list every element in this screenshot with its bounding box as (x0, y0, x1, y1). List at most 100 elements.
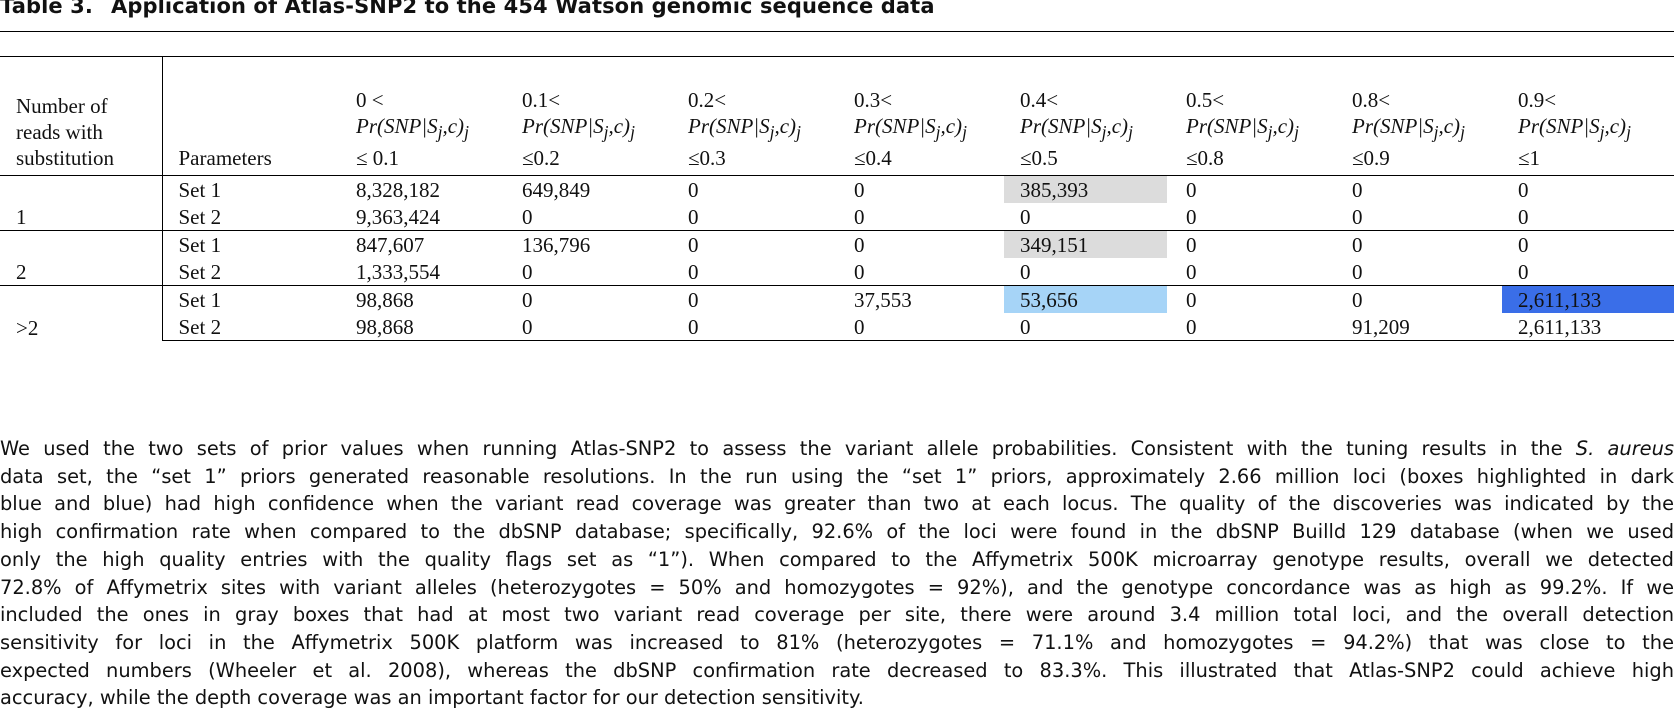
table-cell: 0 (672, 285, 838, 313)
cell-value: 0 (1518, 233, 1529, 257)
column-gap (1333, 258, 1336, 285)
parameter-set-label: Set 1 (161, 285, 340, 313)
column-gap (1167, 258, 1170, 285)
cell-value: 0 (1186, 288, 1197, 312)
column-gap (669, 176, 672, 203)
table-number: Table 3. (0, 0, 93, 18)
column-gap (835, 258, 838, 285)
expr-main: Pr(SNP|S (356, 113, 438, 138)
expr-main: Pr(SNP|S (1020, 113, 1102, 138)
table-cell: 847,607 (340, 230, 506, 258)
cell-value: 0 (1352, 288, 1363, 312)
table-cell: 0 (1170, 313, 1336, 341)
parameter-set-label: Set 1 (161, 175, 340, 203)
column-gap (1499, 286, 1502, 313)
paragraph-line: We used the two sets of prior values whe… (0, 435, 1674, 463)
cell-value: 0 (854, 233, 865, 257)
column-gap (1333, 313, 1336, 340)
column-gap (835, 231, 838, 258)
column-gap (503, 231, 506, 258)
range-lower: 0.5< (1186, 87, 1225, 112)
table-cell: 91,209 (1336, 313, 1502, 341)
expr-mid: ,c) (608, 113, 631, 138)
column-gap (503, 313, 506, 340)
cell-value: 0 (1352, 233, 1363, 257)
expr-main: Pr(SNP|S (522, 113, 604, 138)
column-gap (1001, 258, 1004, 285)
cell-value: 0 (854, 205, 865, 229)
cell-value: 0 (1186, 178, 1197, 202)
range-upper: ≤0.5 (1020, 146, 1058, 170)
table-cell: 0 (506, 203, 672, 231)
table-cell: 0 (672, 313, 838, 341)
cell-value: 0 (1518, 205, 1529, 229)
table-cell: 0 (1170, 230, 1336, 258)
expr-sub-2: j (796, 122, 801, 142)
paragraph-line: only the high quality entries with the q… (0, 546, 1674, 574)
expr-main: Pr(SNP|S (1352, 113, 1434, 138)
range-expression: Pr(SNP|Sj,c)j (854, 113, 998, 145)
range-lower: 0.1< (522, 87, 561, 112)
table-cell: 0 (1004, 258, 1170, 286)
expr-sub-2: j (464, 122, 469, 142)
results-table: Number of reads with substitution Parame… (0, 56, 1674, 341)
cell-value: 0 (522, 205, 533, 229)
table-cell: 0 (838, 175, 1004, 203)
expr-sub-1: j (1101, 122, 1107, 142)
cell-value: 37,553 (854, 288, 912, 312)
column-gap (1499, 258, 1502, 285)
paragraph-line: included the ones in gray boxes that had… (0, 601, 1674, 629)
table-cell: 0 (1004, 203, 1170, 231)
paragraph-line: 72.8% of Affymetrix sites with variant a… (0, 574, 1674, 602)
cell-value: 0 (688, 233, 699, 257)
column-gap (835, 313, 838, 340)
range-upper: ≤0.9 (1352, 146, 1390, 170)
column-gap (1001, 203, 1004, 230)
table-cell: 0 (672, 175, 838, 203)
expr-main: Pr(SNP|S (1186, 113, 1268, 138)
column-gap (503, 286, 506, 313)
table-cell: 0 (1336, 285, 1502, 313)
range-lower: 0.8< (1352, 87, 1391, 112)
expr-sub-2: j (630, 122, 635, 142)
cell-value: 385,393 (1020, 178, 1089, 202)
expr-sub-2: j (1294, 122, 1299, 142)
cell-value: 0 (1352, 205, 1363, 229)
table-cell: 0 (1336, 258, 1502, 286)
column-gap (1499, 231, 1502, 258)
header-line-3: substitution (16, 146, 115, 170)
paragraph-text: sensitivity for loci in the Affymetrix 5… (0, 630, 1674, 654)
range-lower: 0.2< (688, 87, 727, 112)
expr-sub-1: j (1433, 122, 1439, 142)
table-cell: 0 (1502, 175, 1674, 203)
table-title: Application of Atlas-SNP2 to the 454 Wat… (110, 0, 935, 18)
column-gap (1001, 313, 1004, 340)
cell-value: 9,363,424 (356, 205, 440, 229)
table-cell: 0 (1004, 313, 1170, 341)
paragraph-text: accuracy, while the depth coverage was a… (0, 686, 864, 710)
expr-mid: ,c) (1106, 113, 1129, 138)
paragraph-text: high confirmation rate when compared to … (0, 520, 1674, 544)
cell-value: 0 (1352, 260, 1363, 284)
column-gap (669, 258, 672, 285)
expr-main: Pr(SNP|S (688, 113, 770, 138)
cell-value: 0 (854, 260, 865, 284)
header-parameters: Parameters (161, 56, 340, 176)
column-gap (1499, 313, 1502, 340)
column-gap (669, 231, 672, 258)
table-cell: 0 (1170, 258, 1336, 286)
column-gap (503, 176, 506, 203)
cell-value: 136,796 (522, 233, 591, 257)
table-cell: 37,553 (838, 285, 1004, 313)
header-probability-range-5: 0.4< Pr(SNP|Sj,c)j ≤0.5 (1004, 56, 1170, 176)
body-paragraph: We used the two sets of prior values whe… (0, 435, 1674, 712)
table-cell-highlighted-blue: 53,656 (1004, 285, 1170, 313)
table-cell: 0 (1336, 230, 1502, 258)
range-expression: Pr(SNP|Sj,c)j (688, 113, 832, 145)
cell-value: 0 (688, 288, 699, 312)
cell-value: 0 (522, 315, 533, 339)
range-expression: Pr(SNP|Sj,c)j (522, 113, 666, 145)
header-probability-range-2: 0.1< Pr(SNP|Sj,c)j ≤0.2 (506, 56, 672, 176)
cell-value: 0 (1352, 178, 1363, 202)
table-row: 2 Set 1 847,607 136,796 0 0 349,151 0 0 0 (0, 230, 1674, 286)
